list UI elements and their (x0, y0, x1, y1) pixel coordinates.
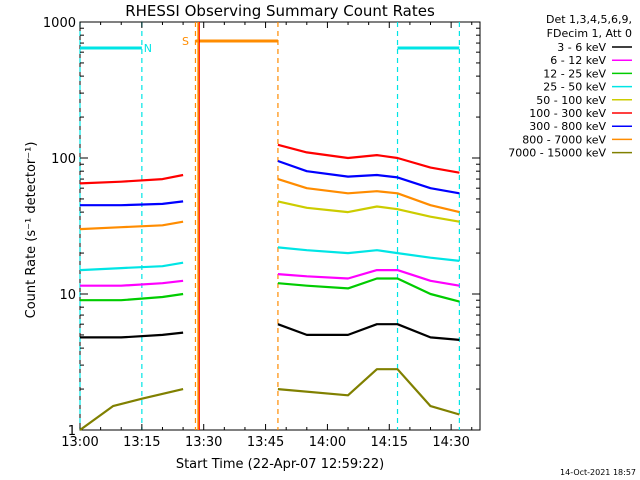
legend-label: 12 - 25 keV (543, 67, 606, 80)
y-tick-label: 1 (68, 424, 76, 439)
series-line (277, 323, 460, 341)
series-line (79, 173, 184, 185)
legend-label: 800 - 7000 keV (522, 133, 606, 146)
series-line (80, 292, 184, 302)
legend-label: 300 - 800 keV (529, 120, 606, 133)
y-tick-label: 10 (59, 288, 76, 303)
y-tick-label: 1000 (43, 16, 76, 31)
x-tick-label: 13:45 (247, 435, 284, 450)
series-line (80, 331, 184, 339)
series-line (80, 200, 184, 207)
series-line (277, 368, 460, 416)
chart-title: RHESSI Observing Summary Count Rates (125, 2, 435, 20)
series-line (277, 269, 460, 287)
legend-label: 50 - 100 keV (536, 94, 606, 107)
series-line (277, 178, 460, 214)
legend-header-line-1: Det 1,3,4,5,6,9, (546, 13, 632, 26)
legend-label: 25 - 50 keV (543, 81, 606, 94)
series-line (277, 159, 460, 195)
series-line (277, 277, 460, 303)
footer-timestamp: 14-Oct-2021 18:57 (560, 468, 636, 477)
x-tick-label: 14:15 (371, 435, 408, 450)
legend-label: 3 - 6 keV (557, 41, 606, 54)
series-line (277, 200, 460, 223)
series-line (277, 143, 460, 174)
series-line (79, 220, 184, 231)
legend-header-line-2: FDecim 1, Att 0 (547, 27, 632, 40)
x-tick-label: 13:30 (185, 435, 222, 450)
legend-label: 6 - 12 keV (550, 54, 606, 67)
x-tick-label: 13:15 (123, 435, 160, 450)
plot-frame (79, 21, 481, 431)
x-tick-label: 14:00 (309, 435, 346, 450)
x-tick-label: 13:00 (61, 435, 98, 450)
series-line (79, 388, 184, 431)
x-tick-label: 14:30 (432, 435, 469, 450)
x-axis-label: Start Time (22-Apr-07 12:59:22) (176, 457, 384, 472)
series-line (80, 279, 184, 287)
series-line (277, 246, 460, 262)
y-axis-label: Count Rate (s⁻¹ detector⁻¹) (24, 142, 39, 319)
plot-area: N S 13:00 13:15 13:30 13:45 14:00 14:15 14:30 1 10… (43, 16, 481, 450)
flag-label: S (182, 35, 189, 48)
y-tick-label: 100 (51, 152, 76, 167)
legend-label: 100 - 300 keV (529, 107, 606, 120)
legend-label: 7000 - 15000 keV (508, 147, 606, 160)
series-line (79, 261, 184, 272)
flag-label: N (144, 42, 152, 55)
